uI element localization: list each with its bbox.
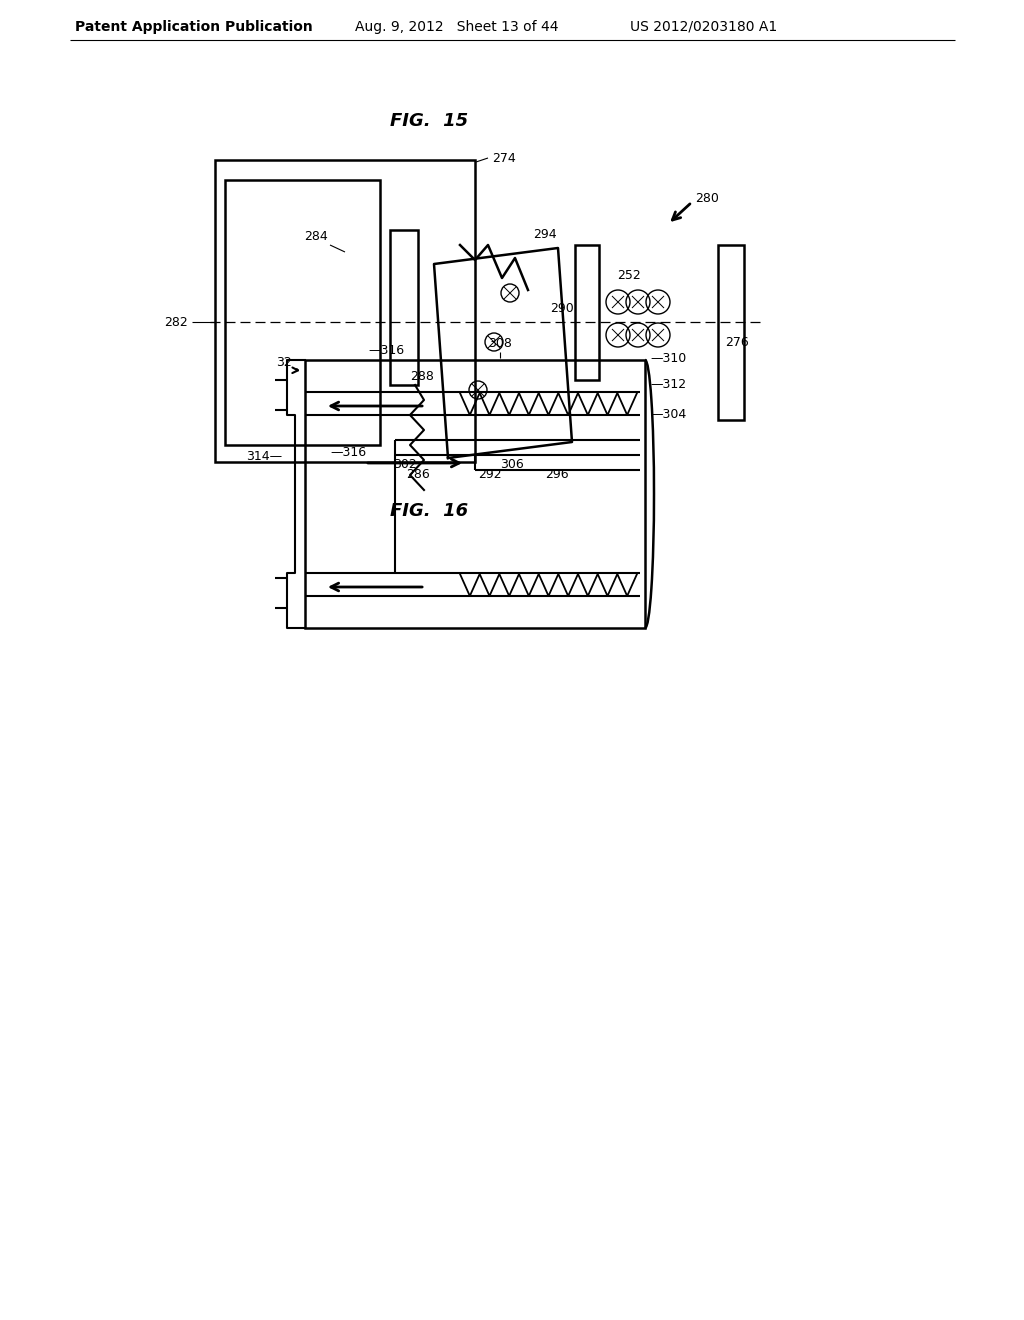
Text: Aug. 9, 2012   Sheet 13 of 44: Aug. 9, 2012 Sheet 13 of 44 bbox=[355, 20, 558, 34]
Text: FIG.  16: FIG. 16 bbox=[390, 502, 468, 520]
Text: 282: 282 bbox=[164, 315, 188, 329]
Text: 306: 306 bbox=[500, 458, 524, 471]
Text: 284: 284 bbox=[304, 230, 328, 243]
Text: —316: —316 bbox=[330, 446, 367, 458]
Text: —316: —316 bbox=[368, 343, 404, 356]
Text: 32: 32 bbox=[276, 356, 292, 370]
Text: —312: —312 bbox=[650, 379, 686, 392]
Text: 292: 292 bbox=[478, 469, 502, 480]
Text: 280: 280 bbox=[695, 191, 719, 205]
Text: 314—: 314— bbox=[246, 450, 282, 463]
Text: 294: 294 bbox=[534, 228, 557, 242]
Text: 288: 288 bbox=[410, 370, 434, 383]
Text: US 2012/0203180 A1: US 2012/0203180 A1 bbox=[630, 20, 777, 34]
Bar bbox=[305, 360, 645, 628]
Text: 274: 274 bbox=[492, 152, 516, 165]
Text: 302: 302 bbox=[393, 458, 417, 471]
Text: 286: 286 bbox=[407, 469, 430, 480]
Text: 296: 296 bbox=[545, 469, 568, 480]
Text: 290: 290 bbox=[550, 301, 573, 314]
Text: 276: 276 bbox=[725, 335, 749, 348]
Text: Patent Application Publication: Patent Application Publication bbox=[75, 20, 312, 34]
Bar bbox=[225, 180, 380, 445]
Bar bbox=[215, 160, 475, 462]
Bar bbox=[575, 246, 599, 380]
Text: FIG.  15: FIG. 15 bbox=[390, 112, 468, 129]
Text: —310: —310 bbox=[650, 351, 686, 364]
Text: 252: 252 bbox=[617, 269, 641, 282]
Bar bbox=[718, 246, 744, 420]
Text: —304: —304 bbox=[650, 408, 686, 421]
Text: 308: 308 bbox=[488, 337, 512, 350]
Bar bbox=[390, 230, 418, 385]
